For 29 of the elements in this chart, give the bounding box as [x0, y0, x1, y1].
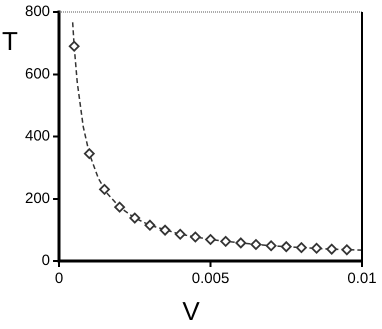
y-axis-title: T [2, 26, 18, 56]
point [190, 232, 201, 242]
point [129, 212, 140, 224]
y-tick-label: 200 [24, 190, 50, 207]
x-tick-label: 0.01 [347, 270, 377, 288]
y-tick-label: 0 [42, 252, 50, 270]
point [235, 238, 246, 248]
point [68, 40, 80, 52]
y-tick-label: 400 [24, 128, 50, 145]
x-tick-label: 0.005 [192, 270, 230, 288]
x-axis-title: V [181, 296, 201, 326]
point [160, 224, 170, 236]
point [114, 202, 126, 213]
point [174, 228, 186, 240]
point [326, 244, 338, 255]
point [341, 244, 352, 256]
point [99, 184, 110, 195]
point [144, 220, 156, 231]
point [280, 241, 292, 252]
point [84, 148, 95, 160]
y-tick-label: 800 [24, 3, 50, 20]
point [311, 242, 322, 254]
x-tick-label: 0 [54, 270, 64, 288]
point [266, 240, 277, 252]
point [220, 236, 232, 247]
point [205, 234, 216, 245]
point [296, 242, 307, 254]
point [250, 239, 262, 250]
y-tick-label: 600 [24, 65, 50, 82]
